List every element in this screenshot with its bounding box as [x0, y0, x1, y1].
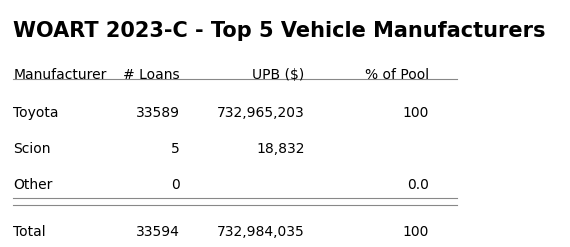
- Text: 100: 100: [403, 106, 429, 121]
- Text: 18,832: 18,832: [256, 142, 304, 156]
- Text: % of Pool: % of Pool: [365, 68, 429, 82]
- Text: Total: Total: [14, 226, 46, 240]
- Text: Scion: Scion: [14, 142, 51, 156]
- Text: 732,965,203: 732,965,203: [217, 106, 304, 121]
- Text: 33589: 33589: [136, 106, 180, 121]
- Text: 0.0: 0.0: [408, 178, 429, 192]
- Text: 0: 0: [171, 178, 180, 192]
- Text: Other: Other: [14, 178, 53, 192]
- Text: 100: 100: [403, 226, 429, 240]
- Text: # Loans: # Loans: [123, 68, 180, 82]
- Text: Toyota: Toyota: [14, 106, 59, 121]
- Text: Manufacturer: Manufacturer: [14, 68, 107, 82]
- Text: UPB ($): UPB ($): [253, 68, 304, 82]
- Text: 33594: 33594: [136, 226, 180, 240]
- Text: 5: 5: [171, 142, 180, 156]
- Text: 732,984,035: 732,984,035: [217, 226, 304, 240]
- Text: WOART 2023-C - Top 5 Vehicle Manufacturers: WOART 2023-C - Top 5 Vehicle Manufacture…: [14, 21, 546, 41]
